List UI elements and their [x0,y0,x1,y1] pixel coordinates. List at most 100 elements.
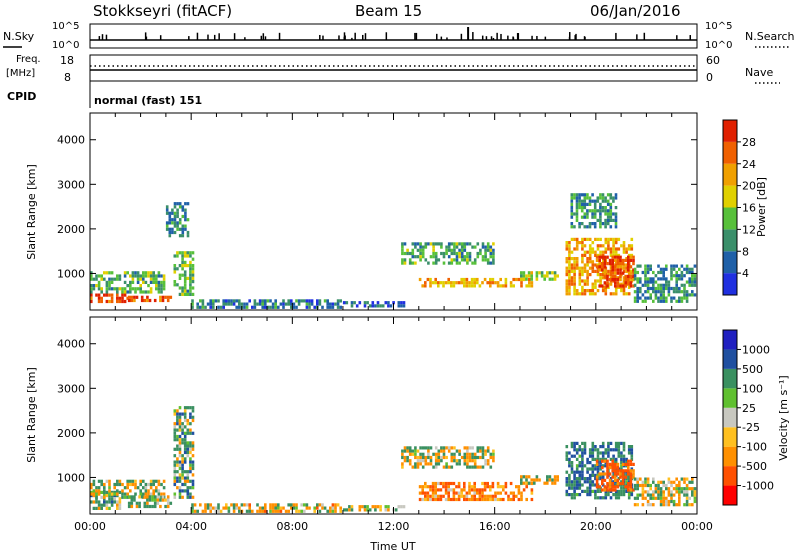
velocity-echo-cell [147,489,150,493]
velocity-echo-cell [573,496,576,500]
power-echo-cell [139,284,142,288]
velocity-echo-cell [297,509,301,513]
power-echo-cell [411,251,415,256]
power-echo-cell [458,242,461,246]
power-echo-cell [481,255,485,259]
power-echo-cell [646,296,650,300]
power-echo-cell [466,255,469,259]
colorbar-segment [723,141,737,164]
velocity-echo-cell [670,483,673,488]
power-echo-cell [594,237,597,241]
velocity-echo-cell [155,486,158,490]
power-echo-cell [297,302,301,306]
power-echo-cell [489,255,493,259]
velocity-echo-cell [693,496,697,500]
power-echo-cell [570,263,574,267]
power-echo-cell [591,269,595,273]
velocity-echo-cell [652,490,655,494]
power-echo-cell [489,284,492,288]
power-echo-cell [593,212,597,216]
velocity-echo-cell [573,448,576,452]
power-echo-cell [379,304,382,308]
power-echo-cell [596,279,600,283]
velocity-echo-cell [620,461,623,465]
power-echo-cell [691,274,694,278]
power-echo-cell [535,274,539,278]
power-echo-cell [108,284,111,288]
power-echo-cell [434,255,438,259]
power-echo-cell [685,267,689,271]
power-echo-cell [406,248,409,252]
velocity-echo-cell [209,509,212,513]
power-echo-cell [159,298,162,303]
velocity-echo-cell [334,506,337,510]
velocity-echo-cell [627,445,631,449]
power-echo-cell [484,251,487,256]
velocity-echo-cell [434,446,438,450]
velocity-echo-cell [486,462,490,466]
power-echo-cell [581,292,584,296]
power-echo-cell [238,305,241,309]
power-echo-cell [191,280,195,284]
power-echo-cell [381,304,385,308]
power-echo-cell [565,244,569,248]
power-echo-cell [486,261,490,265]
power-echo-cell [612,218,615,222]
velocity-echo-cell [614,485,617,489]
power-echo-cell [596,269,600,273]
velocity-echo-cell [414,446,417,450]
power-echo-cell [492,255,495,259]
velocity-echo-cell [568,457,571,461]
velocity-echo-cell [573,483,576,487]
power-echo-cell [578,196,581,200]
velocity-echo-cell [484,449,487,453]
velocity-echo-cell [403,446,407,450]
velocity-echo-cell [419,446,422,450]
velocity-echo-cell [232,503,236,507]
velocity-echo-cell [414,455,417,460]
velocity-echo-cell [178,422,182,426]
velocity-echo-cell [261,506,264,510]
power-echo-cell [147,271,150,275]
power-echo-cell [632,278,635,282]
power-echo-cell [129,284,132,288]
velocity-echo-cell [599,467,602,471]
power-echo-cell [181,234,185,238]
velocity-echo-cell [568,477,571,481]
power-echo-cell [596,237,600,241]
velocity-echo-cell [450,497,453,502]
power-echo-cell [633,283,637,287]
velocity-echo-cell [204,506,207,510]
colorbar-segment [723,349,737,369]
power-echo-cell [290,302,293,306]
velocity-echo-cell [596,470,600,474]
power-echo-cell [186,264,190,268]
velocity-echo-cell [625,480,628,484]
power-echo-cell [665,286,668,291]
power-echo-cell [583,206,587,210]
power-echo-cell [586,237,589,241]
velocity-echo-cell [662,499,665,504]
velocity-echo-cell [678,493,681,497]
power-echo-cell [116,290,119,294]
power-echo-cell [176,267,179,271]
velocity-echo-cell [271,506,275,510]
velocity-echo-cell [282,506,285,510]
velocity-echo-cell [636,503,639,507]
power-echo-cell [619,271,622,275]
velocity-echo-cell [164,498,167,502]
velocity-echo-cell [442,485,445,489]
power-echo-cell [183,276,187,280]
velocity-echo-cell [484,452,487,456]
velocity-echo-cell [691,493,694,497]
power-echo-cell [680,283,684,287]
velocity-echo-cell [463,459,467,463]
velocity-echo-cell [512,491,515,495]
power-echo-cell [476,255,480,259]
power-echo-cell [478,284,482,288]
power-echo-cell [161,295,165,299]
power-echo-cell [599,225,602,229]
velocity-echo-cell [639,493,642,497]
velocity-echo-cell [621,462,625,466]
power-echo-cell [591,292,595,296]
